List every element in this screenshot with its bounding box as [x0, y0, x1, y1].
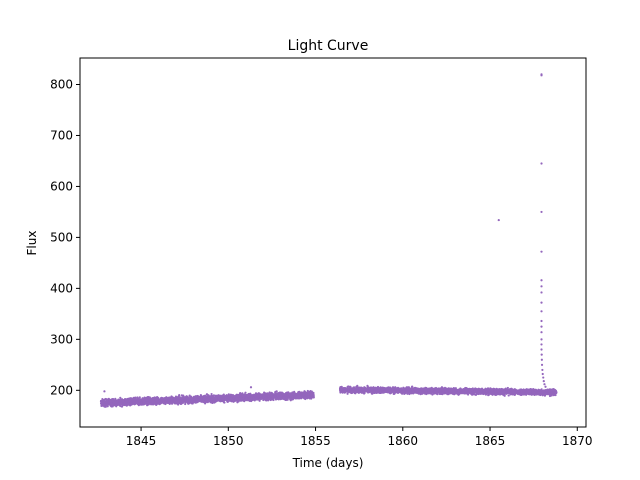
data-point: [156, 396, 160, 399]
data-point: [312, 391, 315, 394]
data-point: [223, 401, 226, 404]
data-point: [244, 391, 247, 394]
data-point: [356, 384, 359, 388]
data-point: [272, 398, 275, 402]
data-point: [275, 390, 278, 393]
data-point: [138, 396, 141, 399]
data-point: [184, 402, 187, 406]
data-point: [190, 395, 193, 398]
data-point: [119, 396, 122, 399]
data-point: [312, 396, 315, 399]
data-point: [411, 385, 414, 388]
data-point: [115, 405, 118, 408]
data-point: [212, 394, 216, 397]
data-point: [178, 394, 181, 397]
data-point: [104, 405, 107, 408]
chart-title: Light Curve: [288, 38, 369, 54]
data-point: [106, 405, 109, 408]
data-points: [99, 73, 558, 408]
data-point: [121, 405, 124, 408]
